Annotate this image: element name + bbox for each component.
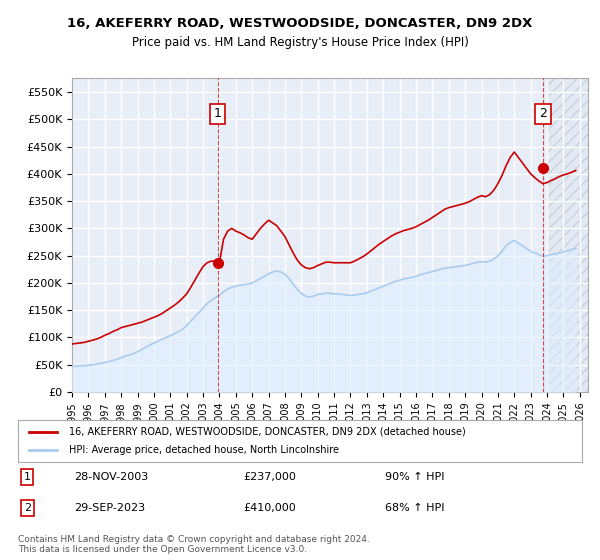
Text: 2: 2	[539, 108, 547, 120]
Text: 2: 2	[23, 503, 31, 513]
Text: £237,000: £237,000	[244, 472, 296, 482]
Text: £410,000: £410,000	[244, 503, 296, 513]
Text: Price paid vs. HM Land Registry's House Price Index (HPI): Price paid vs. HM Land Registry's House …	[131, 36, 469, 49]
Text: 1: 1	[23, 472, 31, 482]
Text: 28-NOV-2003: 28-NOV-2003	[74, 472, 149, 482]
Text: 29-SEP-2023: 29-SEP-2023	[74, 503, 146, 513]
Text: 16, AKEFERRY ROAD, WESTWOODSIDE, DONCASTER, DN9 2DX: 16, AKEFERRY ROAD, WESTWOODSIDE, DONCAST…	[67, 17, 533, 30]
Text: HPI: Average price, detached house, North Lincolnshire: HPI: Average price, detached house, Nort…	[69, 445, 339, 455]
Text: 16, AKEFERRY ROAD, WESTWOODSIDE, DONCASTER, DN9 2DX (detached house): 16, AKEFERRY ROAD, WESTWOODSIDE, DONCAST…	[69, 427, 466, 437]
Bar	[547, 78, 588, 392]
Text: Contains HM Land Registry data © Crown copyright and database right 2024.
This d: Contains HM Land Registry data © Crown c…	[18, 535, 370, 554]
Text: 68% ↑ HPI: 68% ↑ HPI	[385, 503, 444, 513]
Text: 1: 1	[214, 108, 222, 120]
Text: 90% ↑ HPI: 90% ↑ HPI	[385, 472, 444, 482]
